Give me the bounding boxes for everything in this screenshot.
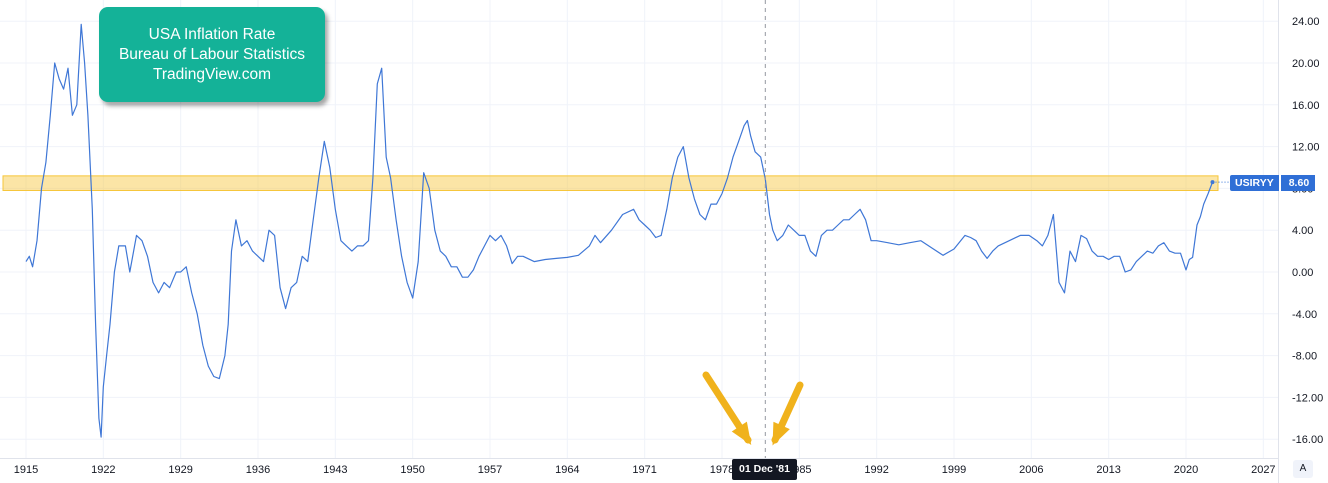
- title-line-2: Bureau of Labour Statistics: [118, 45, 306, 63]
- annotation-arrow: [702, 371, 752, 446]
- title-line-1: USA Inflation Rate: [148, 25, 276, 43]
- x-tick-label: 1999: [942, 464, 966, 476]
- x-tick-label: 1950: [400, 464, 424, 476]
- x-tick-label: 1971: [632, 464, 656, 476]
- highlight-band: [2, 175, 1219, 191]
- symbol-last-value: 8.60: [1280, 175, 1316, 191]
- title-box: USA Inflation Rate Bureau of Labour Stat…: [99, 7, 325, 102]
- y-tick-label: 24.00: [1292, 16, 1320, 28]
- x-tick-label: 2027: [1251, 464, 1275, 476]
- x-tick-label: 1929: [168, 464, 192, 476]
- title-line-3: TradingView.com: [152, 65, 272, 83]
- y-tick-label: -4.00: [1292, 309, 1317, 321]
- x-tick-label: 1964: [555, 464, 579, 476]
- x-tick-label: 1915: [14, 464, 38, 476]
- x-tick-label: 1978: [710, 464, 734, 476]
- last-value-dot: [1210, 180, 1215, 185]
- x-tick-label: 2020: [1174, 464, 1198, 476]
- x-tick-label: 2013: [1096, 464, 1120, 476]
- symbol-price-tag: USIRYY 8.60: [1230, 175, 1316, 191]
- y-tick-label: 20.00: [1292, 58, 1320, 70]
- x-tick-label: 2006: [1019, 464, 1043, 476]
- series-line-usiryy: [25, 23, 1214, 438]
- y-tick-label: 4.00: [1292, 225, 1313, 237]
- y-tick-label: 16.00: [1292, 100, 1320, 112]
- x-tick-label: 1957: [478, 464, 502, 476]
- y-tick-label: 12.00: [1292, 142, 1320, 154]
- annotation-arrow-head: [731, 421, 752, 446]
- auto-scale-button[interactable]: A: [1293, 460, 1313, 478]
- y-tick-label: -16.00: [1292, 434, 1323, 446]
- symbol-name-label: USIRYY: [1230, 175, 1279, 191]
- annotation-arrow-head: [772, 421, 790, 446]
- annotation-arrow: [771, 381, 804, 446]
- y-tick-label: -12.00: [1292, 392, 1323, 404]
- y-tick-label: -8.00: [1292, 351, 1317, 363]
- x-tick-label: 1922: [91, 464, 115, 476]
- x-tick-label: 1936: [246, 464, 270, 476]
- x-tick-label: 1992: [864, 464, 888, 476]
- crosshair-date-label: 01 Dec '81: [732, 459, 797, 480]
- y-tick-label: 0.00: [1292, 267, 1313, 279]
- x-tick-label: 1943: [323, 464, 347, 476]
